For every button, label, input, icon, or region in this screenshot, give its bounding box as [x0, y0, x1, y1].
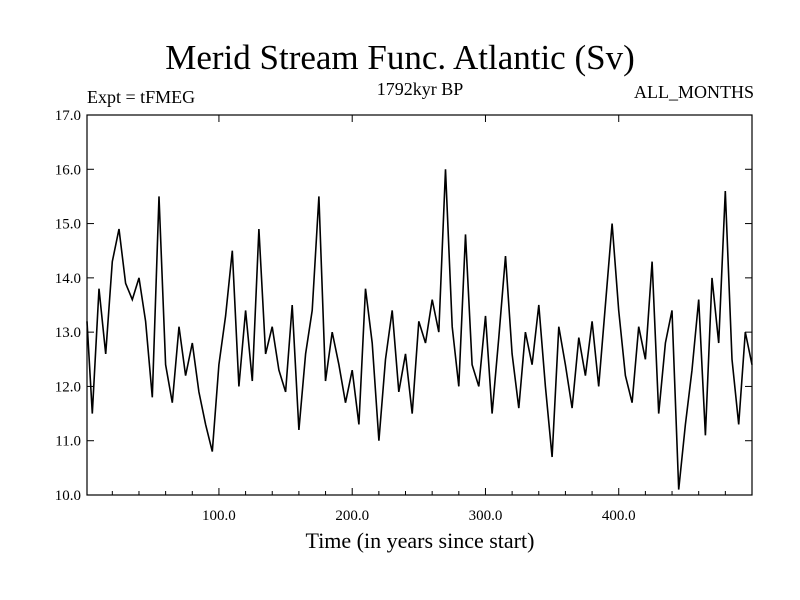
x-tick-label: 200.0: [335, 508, 369, 524]
x-tick-label: 300.0: [469, 508, 503, 524]
y-axis: 10.0 11.0 12.0 13.0 14.0 15.0 16.0 17.0: [55, 108, 752, 504]
period-label: 1792kyr BP: [376, 79, 464, 99]
x-tick-label: 100.0: [202, 508, 236, 524]
y-tick-label: 14.0: [55, 271, 81, 287]
y-tick-label: 11.0: [55, 434, 81, 450]
x-axis-label: Time (in years since start): [305, 528, 535, 553]
y-tick-label: 15.0: [55, 217, 81, 233]
series-line: [86, 169, 753, 490]
x-tick-label: 400.0: [602, 508, 636, 524]
experiment-label: Expt = tFMEG: [87, 87, 196, 107]
y-tick-label: 13.0: [55, 325, 81, 341]
y-tick-label: 17.0: [55, 108, 81, 124]
y-tick-label: 16.0: [55, 162, 81, 178]
chart-title: Merid Stream Func. Atlantic (Sv): [165, 38, 635, 77]
months-label: ALL_MONTHS: [634, 82, 754, 102]
x-axis: 100.0 200.0 300.0 400.0: [111, 115, 726, 524]
y-tick-label: 12.0: [55, 379, 81, 395]
plot-frame: [86, 114, 753, 496]
plot-area: 10.0 11.0 12.0 13.0 14.0 15.0 16.0 17.0 100.0 20…: [55, 108, 753, 524]
y-tick-label: 10.0: [55, 488, 81, 504]
